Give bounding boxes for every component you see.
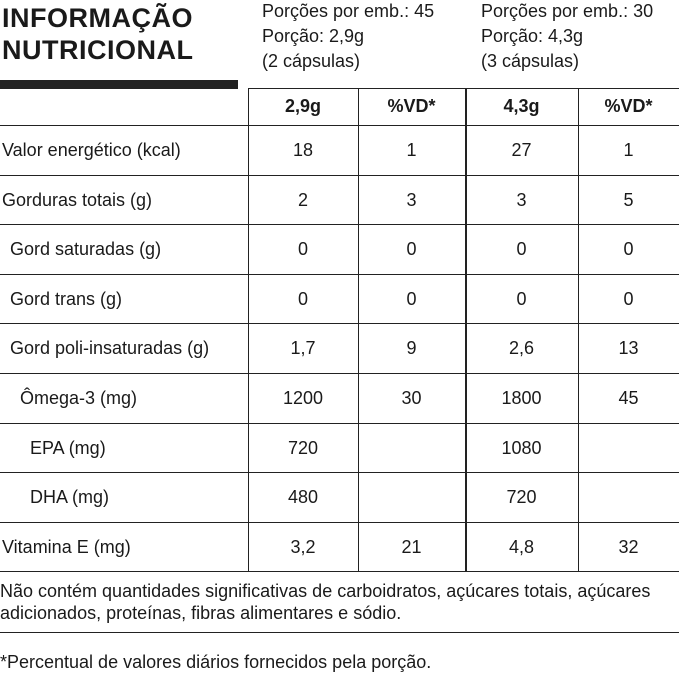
- column-header: 4,3g: [503, 96, 540, 116]
- cell-value: 21: [401, 536, 422, 557]
- cell-value: 3,2: [290, 536, 316, 557]
- h-line: [0, 273, 679, 275]
- h-line: [0, 472, 679, 474]
- column-header: %VD*: [387, 96, 436, 116]
- row-label: Gorduras totais (g): [2, 189, 153, 210]
- v-line: [578, 88, 579, 572]
- row-label: Valor energético (kcal): [2, 140, 181, 160]
- row-label: Gord saturadas (g): [10, 239, 162, 260]
- h-line: [0, 323, 679, 325]
- cell-value: 9: [406, 338, 417, 359]
- cell-value: 720: [506, 487, 537, 508]
- serving-info: (3 cápsulas): [481, 51, 580, 71]
- cell-value: 0: [623, 239, 634, 260]
- cell-value: 3: [516, 189, 527, 210]
- h-line: [248, 88, 679, 89]
- v-line: [358, 88, 359, 572]
- h-line: [0, 632, 679, 633]
- title-line: NUTRICIONAL: [2, 35, 194, 65]
- cell-value: 720: [287, 437, 319, 458]
- cell-value: 0: [297, 239, 308, 260]
- h-line: [0, 373, 679, 374]
- cell-value: 0: [516, 288, 527, 309]
- serving-info: (2 cápsulas): [262, 51, 361, 71]
- v-line: [465, 88, 467, 572]
- h-line: [0, 571, 679, 573]
- row-label: Gord poli-insaturadas (g): [10, 338, 210, 359]
- serving-info: Porções por emb.: 45: [262, 1, 435, 21]
- cell-value: 5: [623, 189, 634, 210]
- cell-value: 0: [623, 288, 634, 309]
- cell-value: 1,7: [290, 338, 316, 359]
- cell-value: 30: [401, 388, 422, 408]
- footer-note: Não contém quantidades significativas de…: [0, 581, 651, 623]
- cell-value: 45: [618, 388, 639, 408]
- cell-value: 1080: [501, 437, 542, 458]
- cell-value: 1800: [501, 388, 542, 408]
- h-line: [0, 174, 679, 176]
- column-header: %VD*: [604, 96, 653, 116]
- row-label: Vitamina E (mg): [2, 536, 131, 557]
- cell-value: 0: [406, 239, 417, 260]
- cell-value: 480: [287, 487, 319, 508]
- row-label: EPA (mg): [30, 437, 106, 458]
- h-line: [0, 125, 679, 126]
- cell-value: 0: [406, 288, 417, 309]
- cell-value: 4,8: [508, 536, 535, 557]
- footnote: *Percentual de valores diários fornecido…: [0, 652, 432, 672]
- cell-value: 2,6: [508, 338, 535, 359]
- cell-value: 32: [618, 536, 639, 557]
- cell-value: 27: [511, 140, 532, 160]
- cell-value: 2: [297, 189, 308, 210]
- cell-value: 18: [292, 140, 314, 160]
- cell-value: 1: [623, 140, 634, 160]
- title-line: INFORMAÇÃO: [2, 3, 193, 33]
- cell-value: 0: [516, 239, 527, 260]
- serving-info: Porção: 2,9g: [262, 26, 365, 46]
- cell-value: 13: [618, 338, 639, 359]
- column-header: 2,9g: [284, 96, 322, 116]
- cell-value: 0: [297, 288, 308, 309]
- h-line: [0, 521, 679, 523]
- v-line: [248, 88, 249, 572]
- row-label: Ômega-3 (mg): [20, 388, 138, 408]
- h-line: [0, 422, 679, 424]
- title-bar: [0, 80, 238, 89]
- row-label: DHA (mg): [30, 487, 110, 508]
- row-label: Gord trans (g): [10, 288, 123, 309]
- cell-value: 1: [406, 140, 417, 160]
- h-line: [0, 224, 679, 226]
- cell-value: 3: [406, 189, 417, 210]
- serving-info: Porção: 4,3g: [481, 26, 584, 46]
- serving-info: Porções por emb.: 30: [481, 1, 654, 21]
- cell-value: 1200: [282, 388, 324, 408]
